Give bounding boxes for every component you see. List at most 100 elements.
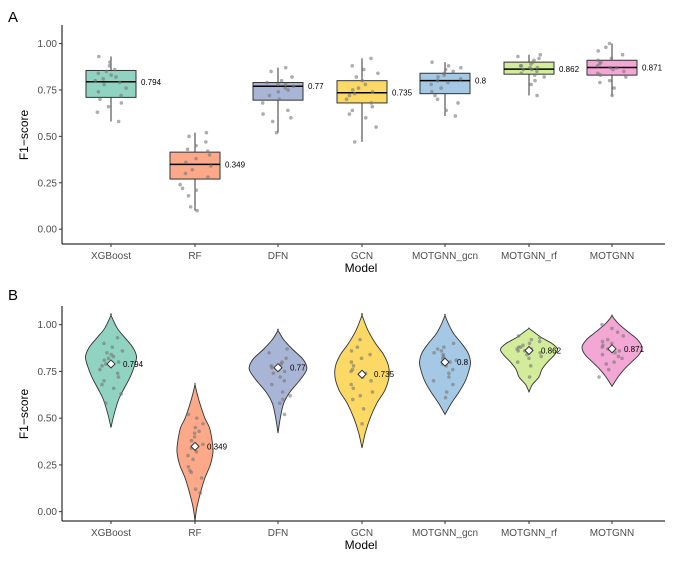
mean-marker (440, 357, 450, 367)
data-point (532, 73, 537, 77)
data-point (191, 457, 195, 462)
data-point (369, 378, 373, 383)
data-point (612, 360, 616, 364)
data-point (624, 75, 628, 79)
data-point (532, 58, 536, 63)
data-point (528, 364, 533, 368)
data-point (527, 375, 532, 379)
x-tick-label: MOTGNN_gcn (412, 528, 478, 539)
y-tick-label: 0.25 (38, 178, 58, 189)
data-point (102, 378, 106, 383)
data-point (102, 341, 106, 346)
data-point (621, 334, 626, 338)
data-point (604, 362, 609, 366)
x-tick-label: GCN (351, 251, 373, 262)
data-point (447, 375, 451, 379)
data-point (361, 407, 366, 411)
data-point (105, 350, 109, 355)
violin-group-xgboost: 0.794 (85, 313, 144, 428)
data-point (115, 371, 120, 376)
data-point (350, 367, 355, 372)
data-point (607, 78, 612, 83)
data-point (604, 45, 608, 50)
violin-body (334, 313, 390, 449)
panel-b-plot-area: 0.794 0.349 0.77 0.735 0.8 0.862 0.871 (85, 313, 645, 522)
data-point (280, 360, 284, 364)
data-point (362, 67, 366, 72)
data-point (458, 77, 463, 81)
data-point (283, 65, 288, 70)
data-point (194, 450, 199, 454)
data-point (435, 347, 440, 351)
data-point (96, 71, 101, 76)
median-value-label: 0.735 (392, 89, 413, 98)
data-point (447, 371, 451, 376)
data-point (286, 88, 290, 92)
data-point (188, 205, 193, 209)
panel-a-plot-area: 0.794 0.349 0.77 0.735 0.8 0.862 0.871 (85, 41, 663, 213)
data-point (180, 186, 185, 191)
data-point (363, 115, 368, 120)
data-point (528, 65, 532, 70)
data-point (186, 193, 191, 198)
data-point (108, 60, 112, 64)
data-point (439, 349, 444, 353)
y-tick-label: 1.00 (38, 39, 58, 50)
data-point (431, 378, 436, 383)
median-value-label: 0.349 (225, 160, 246, 169)
panel-b-y-axis-title: F1−score (17, 388, 31, 439)
data-point (538, 350, 542, 355)
data-point (201, 442, 205, 447)
data-point (446, 64, 451, 68)
data-point (194, 188, 199, 192)
x-tick-label: MOTGNN (590, 528, 634, 539)
median-value-label: 0.77 (308, 82, 324, 91)
median-value-label: 0.862 (541, 346, 562, 355)
data-point (96, 90, 101, 94)
data-point (527, 356, 531, 361)
data-point (599, 60, 603, 64)
data-point (104, 69, 109, 74)
data-point (117, 80, 122, 85)
data-point (107, 64, 112, 68)
data-point (206, 175, 210, 179)
data-point (527, 341, 532, 346)
panel-a-axes: 0.00 0.25 0.50 0.75 1.00 XGBoost RF DFN GCN MOTGN… (38, 25, 665, 262)
data-point (349, 349, 354, 353)
data-point (453, 114, 458, 118)
data-point (350, 397, 355, 402)
data-point (101, 77, 106, 81)
data-point (351, 364, 356, 368)
data-point (535, 93, 539, 98)
data-point (197, 429, 201, 434)
data-point (605, 337, 610, 342)
box-group-xgboost: 0.794 (85, 54, 162, 124)
x-tick-label: MOTGNN_rf (501, 528, 557, 539)
data-point (195, 416, 199, 420)
data-point (100, 364, 104, 368)
x-tick-label: DFN (268, 251, 289, 262)
data-point (451, 382, 455, 387)
data-point (209, 164, 213, 168)
data-point (612, 86, 616, 90)
data-point (194, 143, 198, 148)
data-point (518, 64, 523, 68)
data-point (516, 334, 521, 338)
data-point (354, 75, 359, 79)
data-point (609, 56, 614, 61)
data-point (435, 97, 440, 102)
mean-marker (106, 359, 116, 369)
median-value-label: 0.871 (624, 345, 645, 354)
panel-a-x-axis-title: Model (345, 261, 378, 275)
mean-marker (273, 362, 283, 373)
data-point (622, 69, 626, 74)
data-point (358, 393, 363, 398)
data-point (109, 73, 113, 77)
data-point (198, 491, 203, 495)
data-point (95, 110, 100, 115)
data-point (187, 134, 191, 139)
data-point (519, 71, 524, 76)
data-point (614, 65, 619, 70)
data-point (537, 56, 541, 61)
